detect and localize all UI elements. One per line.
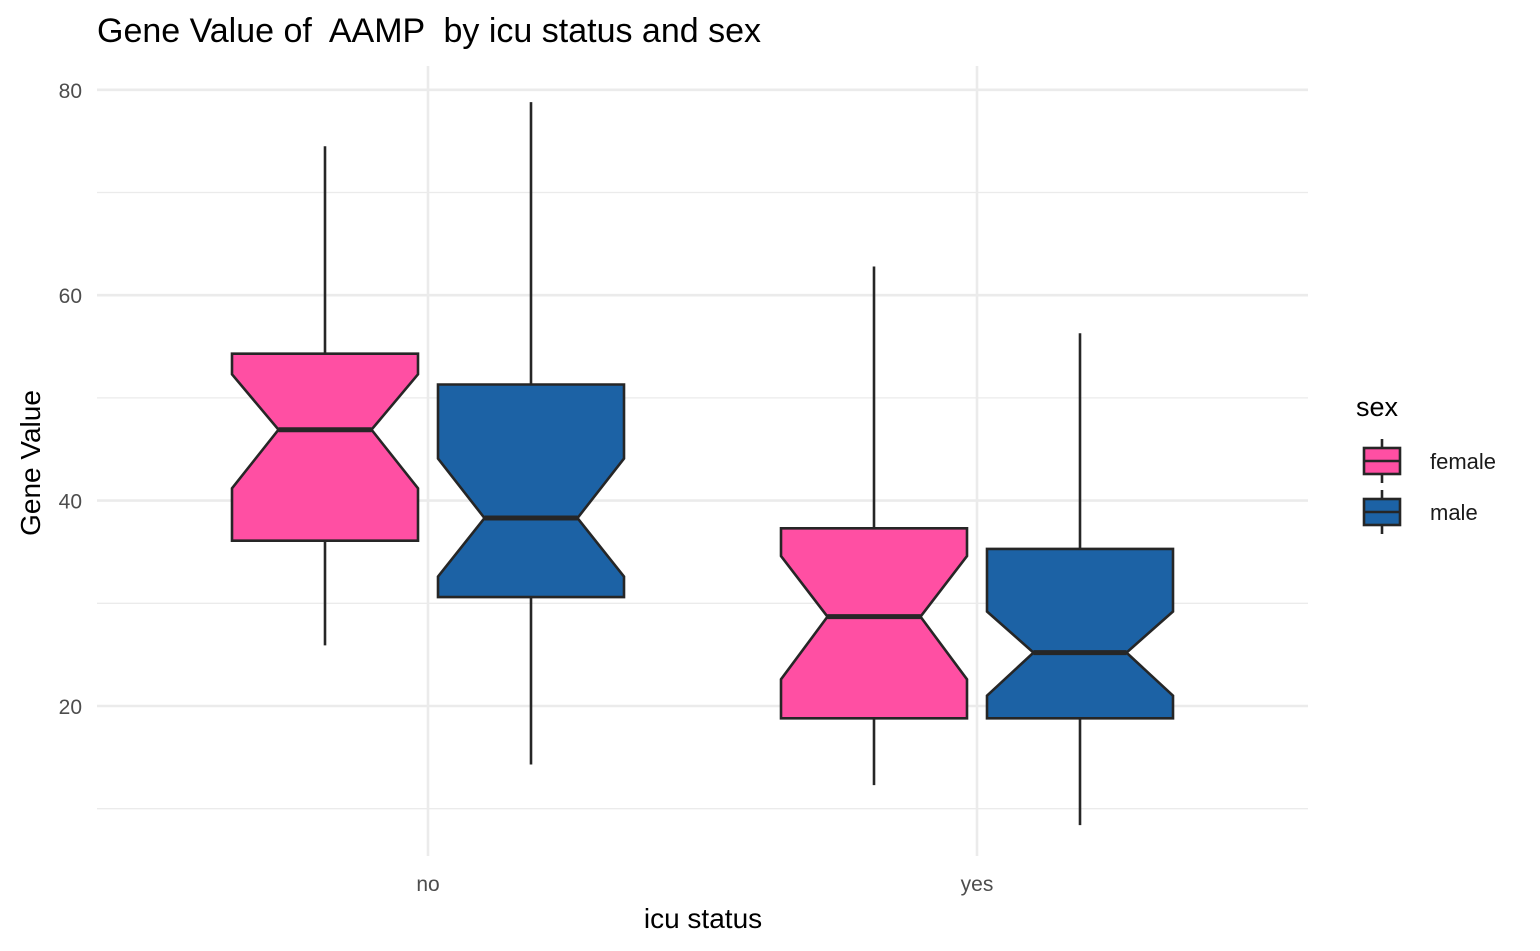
box-body [436,383,626,599]
x-tick-label: yes [961,873,994,896]
chart-title: Gene Value of AAMP by icu status and sex [97,12,761,50]
x-axis-ticks: no yes [416,873,993,896]
box-male-yes [985,333,1175,826]
y-axis-ticks: 20 40 60 80 [59,80,82,719]
legend-label-male: male [1430,500,1478,525]
box-body [779,526,969,720]
y-tick-label: 80 [59,80,82,103]
box-female-no [230,146,420,646]
y-tick-label: 20 [59,696,82,719]
box-body [985,547,1175,720]
legend-key-female [1362,439,1402,483]
legend: sex female male [1356,392,1496,534]
boxes [230,102,1175,826]
box-female-yes [779,266,969,786]
x-tick-label: no [416,873,439,896]
legend-key-male [1362,490,1402,534]
legend-label-female: female [1430,449,1496,474]
y-tick-label: 40 [59,491,82,514]
x-axis-title: icu status [644,903,762,934]
box-body [230,352,420,543]
box-male-no [436,102,626,765]
y-tick-label: 60 [59,285,82,308]
y-axis-title: Gene Value [15,390,46,536]
legend-title: sex [1356,392,1399,422]
